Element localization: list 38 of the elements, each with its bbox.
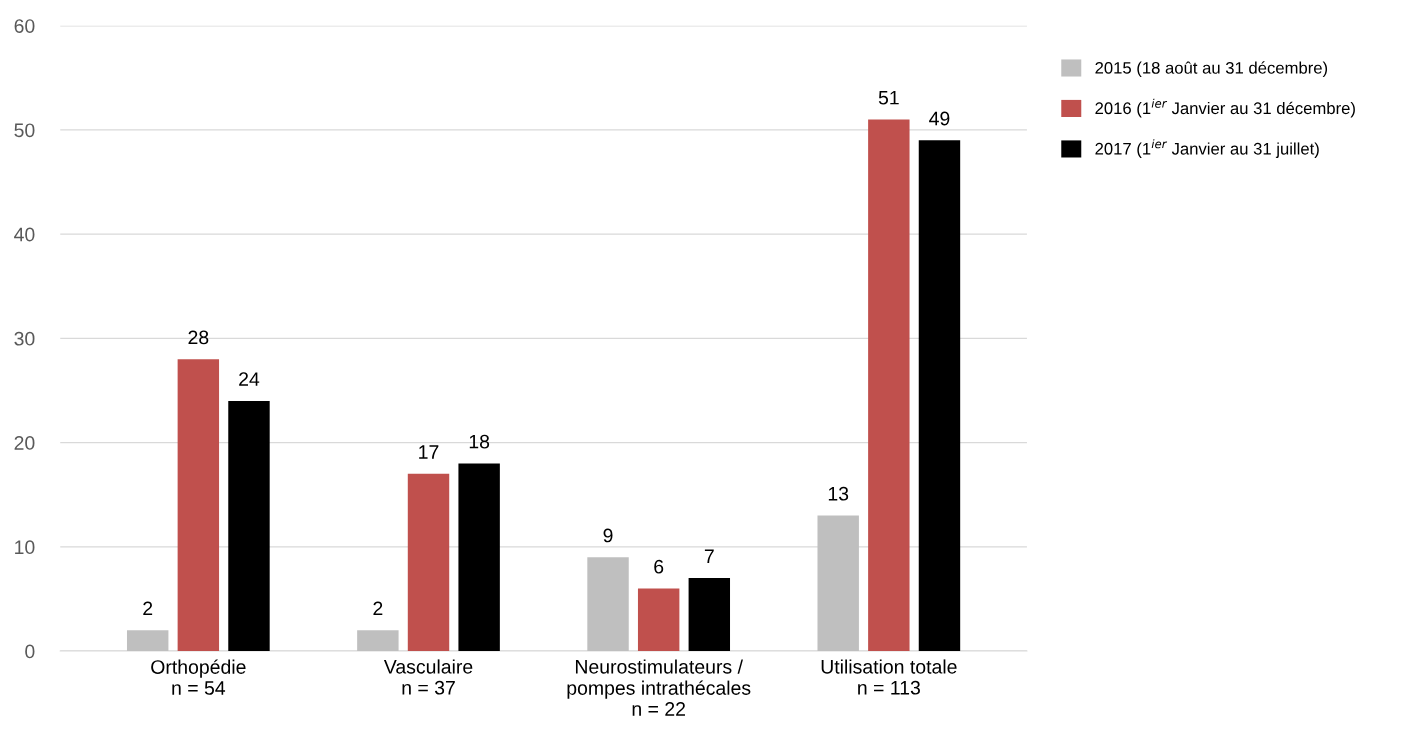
- bar: [126, 630, 169, 652]
- data-label: 2: [143, 601, 153, 616]
- bar: [407, 473, 450, 652]
- legend-label: 2015 (18 août au 31 décembre): [1095, 61, 1328, 78]
- y-tick-label: 40: [14, 227, 35, 242]
- y-tick-label: 10: [15, 540, 35, 555]
- data-label: 7: [704, 549, 714, 563]
- x-tick-label: Vasculaire n = 37: [383, 659, 473, 695]
- bar: [357, 630, 399, 652]
- x-tick-label: Neurostimulateurs / pompes intrathécales n = 22: [567, 659, 751, 716]
- bar: [637, 588, 680, 652]
- data-label: 18: [469, 434, 490, 449]
- x-tick-label: Orthopédie n = 54: [151, 659, 246, 695]
- bar: [918, 140, 961, 652]
- legend-label: 2017 (1$^{ier}$ Janvier au 31 juillet): [1095, 139, 1319, 158]
- data-label: 2: [373, 601, 383, 616]
- bar: [177, 359, 220, 652]
- bar: [688, 578, 731, 652]
- y-tick-label: 60: [14, 19, 35, 33]
- data-label: 13: [828, 486, 849, 501]
- bar: [868, 119, 910, 652]
- data-label: 49: [929, 111, 950, 126]
- bar: [458, 463, 500, 652]
- data-label: 51: [878, 90, 899, 105]
- bar: [228, 400, 270, 652]
- data-label: 24: [239, 372, 260, 386]
- legend-label: 2016 (1$^{ier}$ Janvier au 31 décembre): [1095, 98, 1355, 118]
- bar: [587, 557, 629, 652]
- x-tick-label: Utilisation totale n = 113: [821, 659, 957, 695]
- data-label: 9: [603, 528, 613, 543]
- bar: [817, 515, 859, 652]
- data-label: 6: [654, 559, 664, 574]
- y-tick-label: 30: [14, 331, 35, 346]
- data-label: 28: [188, 330, 209, 345]
- data-label: 17: [419, 445, 439, 459]
- y-tick-label: 20: [14, 436, 35, 450]
- y-tick-label: 50: [14, 123, 35, 138]
- y-tick-label: 0: [25, 644, 35, 659]
